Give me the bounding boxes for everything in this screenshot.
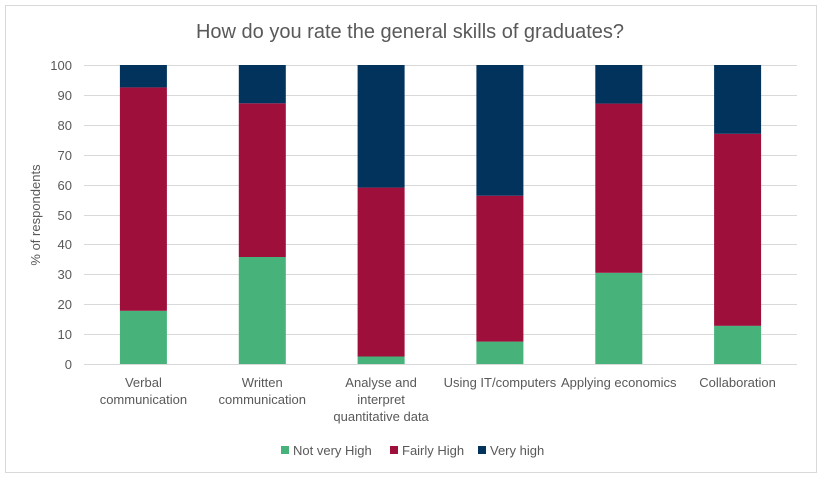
x-tick-label-line: Collaboration xyxy=(699,375,776,390)
bar-2-3 xyxy=(357,187,405,357)
bar-2-2 xyxy=(238,103,286,257)
y-tick-label: 30 xyxy=(58,267,72,282)
bar-1-3 xyxy=(357,356,405,364)
bar-2-5 xyxy=(595,103,643,273)
bar-1-4 xyxy=(476,341,524,364)
y-tick-label: 10 xyxy=(58,327,72,342)
bar-1-5 xyxy=(595,272,643,364)
bar-3-5 xyxy=(595,65,643,104)
bar-1-2 xyxy=(238,257,286,364)
x-tick-label: Using IT/computers xyxy=(444,375,557,390)
x-tick-labels: Verbal communication Written communication A… xyxy=(100,375,776,424)
y-tick-label: 100 xyxy=(50,58,72,73)
gridlines xyxy=(84,65,797,365)
x-tick-label: Analyse and interpret quantitative data xyxy=(333,375,429,424)
bar-2-4 xyxy=(476,195,524,342)
x-tick-label-line: Using IT/computers xyxy=(444,375,557,390)
x-tick-label: Verbal communication xyxy=(100,375,187,407)
x-tick-label-line: communication xyxy=(219,392,306,407)
x-tick-label-line: Verbal xyxy=(125,375,162,390)
x-tick-label-line: Analyse and xyxy=(345,375,417,390)
x-tick-label-line: quantitative data xyxy=(333,409,429,424)
legend-swatch xyxy=(390,446,398,454)
bars xyxy=(119,65,762,364)
bar-1-1 xyxy=(119,310,167,364)
x-tick-label-line: communication xyxy=(100,392,187,407)
legend-label: Not very High xyxy=(293,443,372,458)
x-tick-label: Collaboration xyxy=(699,375,776,390)
y-tick-label: 40 xyxy=(58,237,72,252)
legend-swatch xyxy=(478,446,486,454)
bar-3-6 xyxy=(714,65,762,134)
y-tick-label: 60 xyxy=(58,178,72,193)
bar-3-1 xyxy=(119,65,167,88)
legend-label: Very high xyxy=(490,443,544,458)
legend-item: Very high xyxy=(478,443,544,458)
bar-2-6 xyxy=(714,133,762,326)
x-tick-label-line: Written xyxy=(242,375,283,390)
y-tick-label: 70 xyxy=(58,148,72,163)
legend-swatch xyxy=(281,446,289,454)
bar-3-2 xyxy=(238,65,286,104)
y-tick-label: 20 xyxy=(58,297,72,312)
chart-title: How do you rate the general skills of gr… xyxy=(196,21,624,43)
legend: Not very High Fairly High Very high xyxy=(281,443,544,458)
y-tick-labels: 0 10 20 30 40 50 60 70 80 90 100 xyxy=(50,58,72,372)
x-tick-label: Applying economics xyxy=(561,375,677,390)
legend-item: Fairly High xyxy=(390,443,464,458)
bar-2-1 xyxy=(119,87,167,311)
x-tick-label-line: Applying economics xyxy=(561,375,677,390)
y-tick-label: 90 xyxy=(58,88,72,103)
bar-1-6 xyxy=(714,325,762,364)
y-tick-label: 80 xyxy=(58,118,72,133)
bar-3-3 xyxy=(357,65,405,188)
y-axis-label: % of respondents xyxy=(28,164,43,266)
bar-3-4 xyxy=(476,65,524,196)
y-tick-label: 50 xyxy=(58,208,72,223)
y-tick-label: 0 xyxy=(65,357,72,372)
x-tick-label-line: interpret xyxy=(357,392,405,407)
x-tick-label: Written communication xyxy=(219,375,306,407)
legend-item: Not very High xyxy=(281,443,372,458)
legend-label: Fairly High xyxy=(402,443,464,458)
